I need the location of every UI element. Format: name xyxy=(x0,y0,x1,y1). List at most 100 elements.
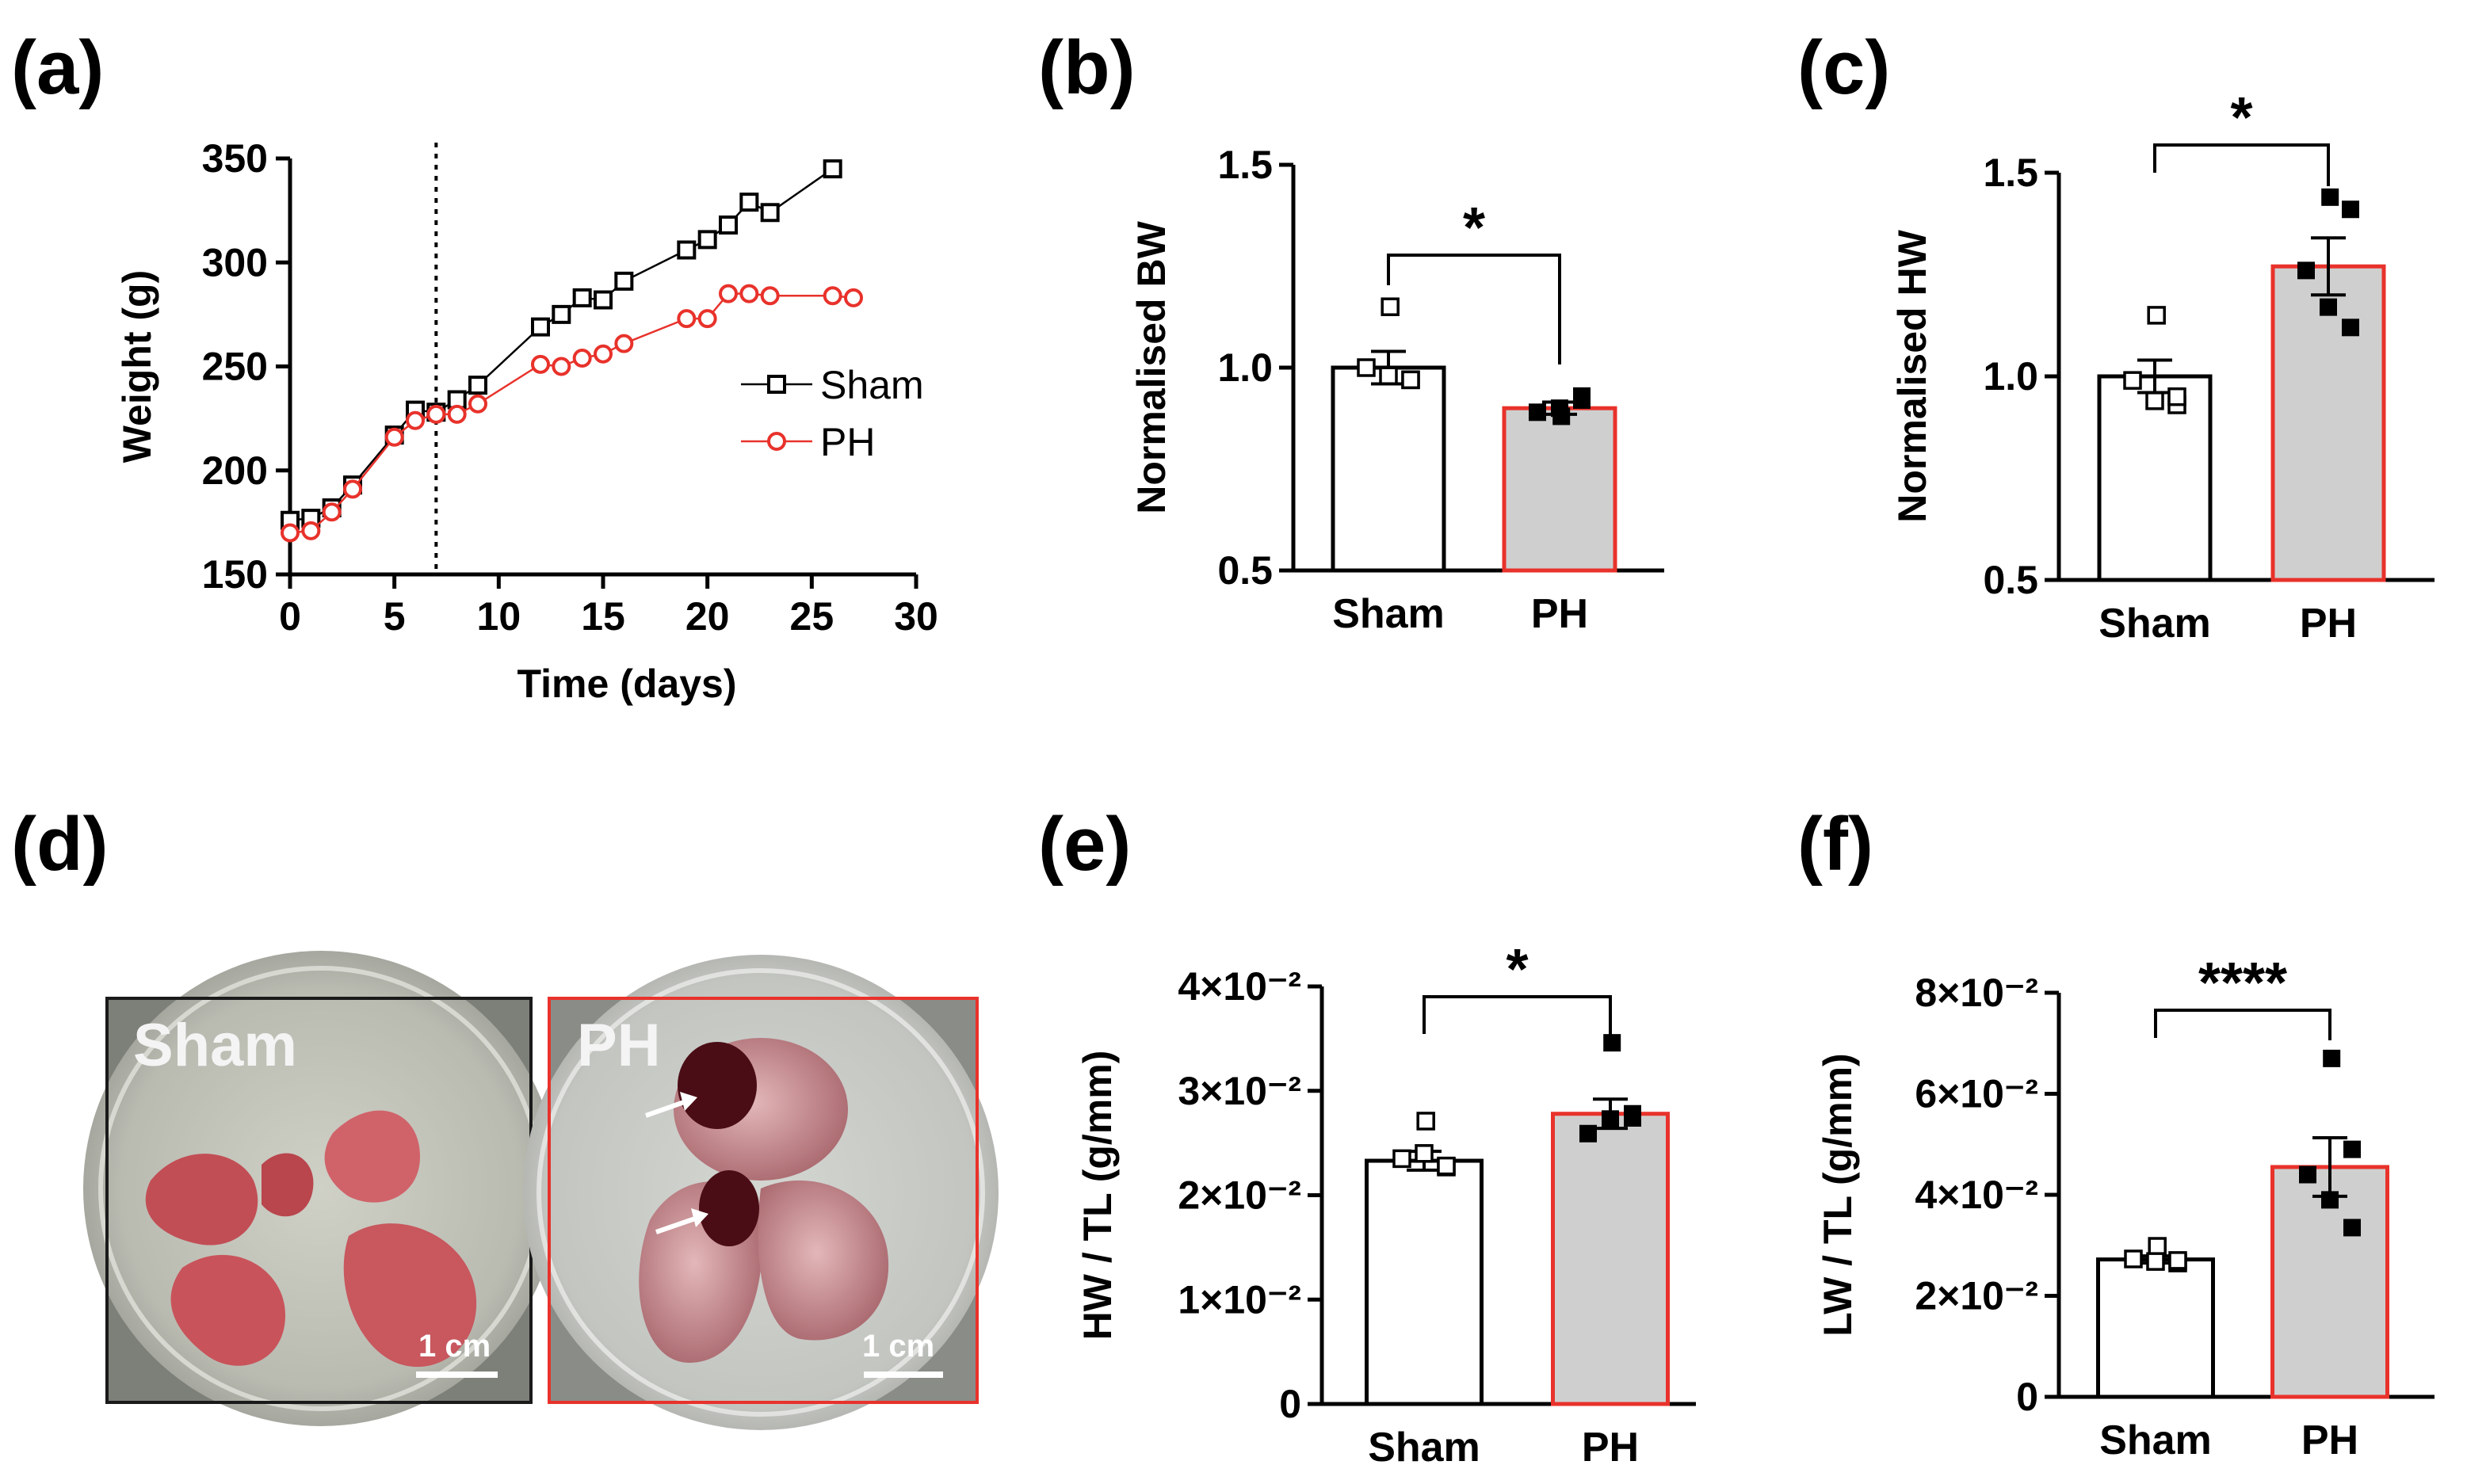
series-line-sham xyxy=(289,168,834,521)
data-point-ph xyxy=(2321,188,2339,206)
x-tick-label: 0 xyxy=(279,594,301,639)
lung-lobe xyxy=(324,1110,420,1203)
category-label-ph: PH xyxy=(1582,1425,1639,1471)
y-tick-label: 0.5 xyxy=(1217,548,1273,593)
chart-c-normalised-hw: 0.5 1.0 1.5 Normalised HW Sham PH * xyxy=(1890,86,2435,647)
heart xyxy=(699,1170,759,1246)
data-point-ph xyxy=(594,344,613,364)
data-point-sham xyxy=(572,288,592,307)
category-label-ph: PH xyxy=(1531,591,1588,637)
category-label-ph: PH xyxy=(2301,1417,2358,1463)
data-point-sham xyxy=(1415,1144,1434,1163)
data-point-ph xyxy=(1624,1109,1641,1127)
data-point-ph xyxy=(739,284,759,303)
category-label-sham: Sham xyxy=(1332,591,1445,637)
photo-ph-label: PH xyxy=(577,1012,661,1079)
photo-ph: PH 1 cm xyxy=(523,955,999,1430)
category-label-sham: Sham xyxy=(2099,1417,2212,1463)
lung-lobe xyxy=(170,1254,285,1366)
arrow-head xyxy=(691,1208,708,1227)
panel-label-a: (a) xyxy=(11,25,104,110)
significance-label: * xyxy=(1463,196,1485,260)
data-point-sham xyxy=(2145,391,2164,410)
petri-dish-rim xyxy=(537,968,985,1417)
panel-label-b: (b) xyxy=(1038,25,1136,110)
category-label-sham: Sham xyxy=(1368,1425,1480,1471)
data-point-ph xyxy=(2320,298,2337,316)
data-point-ph xyxy=(2323,1049,2341,1067)
arrow xyxy=(645,1099,687,1118)
significance-bracket xyxy=(2153,143,2330,186)
legend-marker-sham xyxy=(767,375,786,394)
data-point-ph xyxy=(2343,1219,2361,1237)
y-tick-label: 8×10⁻² xyxy=(1915,971,2038,1015)
data-point-ph xyxy=(697,309,717,329)
bar-ph xyxy=(1502,406,1617,573)
data-point-sham xyxy=(1437,1156,1456,1176)
data-point-sham xyxy=(594,290,613,310)
data-point-ph xyxy=(447,404,467,424)
x-tick-label: 25 xyxy=(790,594,834,639)
data-point-ph xyxy=(572,349,592,368)
data-point-sham xyxy=(2147,306,2166,325)
y-axis-label: HW / TL (g/mm) xyxy=(1075,1051,1120,1341)
chart-a-weight-over-time: 150 200 250 300 350 0 5 10 15 20 25 30 Time (days) We… xyxy=(115,136,938,706)
y-tick-label: 200 xyxy=(202,448,268,493)
data-point-ph xyxy=(2342,200,2359,219)
data-point-sham xyxy=(1401,370,1420,390)
data-point-sham xyxy=(1379,366,1398,385)
data-point-ph xyxy=(2297,261,2315,280)
data-point-sham xyxy=(1381,297,1400,316)
data-point-ph xyxy=(614,334,634,353)
photo-sham-label: Sham xyxy=(133,1012,297,1079)
data-point-sham xyxy=(719,216,738,235)
panel-label-f: (f) xyxy=(1797,802,1873,887)
photo-sham: Sham 1 cm xyxy=(83,951,559,1426)
y-tick-label: 1.0 xyxy=(1983,354,2038,399)
data-point-sham xyxy=(614,271,634,291)
bar-ph xyxy=(2270,264,2386,582)
data-point-ph xyxy=(823,286,842,306)
data-point-ph xyxy=(343,479,362,499)
y-tick-label: 1.5 xyxy=(1983,151,2038,195)
y-tick-label: 1.0 xyxy=(1217,345,1273,390)
arrow xyxy=(655,1215,698,1234)
legend-label-sham: Sham xyxy=(820,363,924,407)
significance-label: **** xyxy=(2198,952,2287,1015)
y-axis-label: Normalised HW xyxy=(1890,229,1934,522)
category-label-sham: Sham xyxy=(2098,601,2211,647)
panel-label-c: (c) xyxy=(1797,25,1890,110)
data-point-ph xyxy=(1551,399,1568,418)
data-point-ph xyxy=(677,309,697,329)
y-tick-label: 4×10⁻² xyxy=(1915,1173,2038,1217)
bar-sham xyxy=(2096,1257,2215,1399)
lung-lobe xyxy=(145,1154,258,1246)
y-tick-label: 250 xyxy=(202,345,268,389)
x-tick-label: 20 xyxy=(685,594,730,639)
data-point-ph xyxy=(301,521,321,540)
significance-label: * xyxy=(2230,86,2252,150)
legend-label-ph: PH xyxy=(820,420,875,464)
data-point-ph xyxy=(426,404,446,424)
legend-marker-ph xyxy=(767,432,786,451)
data-point-ph xyxy=(2321,1191,2339,1209)
data-point-sham xyxy=(2148,1237,2167,1256)
data-point-ph xyxy=(719,284,738,303)
data-point-ph xyxy=(531,354,550,374)
y-tick-label: 350 xyxy=(202,136,268,181)
photo-ph-scale-label: 1 cm xyxy=(862,1329,934,1364)
chart-f-lw-tl: 0 2×10⁻² 4×10⁻² 6×10⁻² 8×10⁻² LW / TL (g/mm) S… xyxy=(1816,952,2435,1463)
significance-bracket xyxy=(1423,995,1612,1050)
arrow-head xyxy=(680,1092,697,1111)
bar-ph xyxy=(1551,1112,1670,1406)
significance-bracket xyxy=(2154,1009,2331,1040)
lung-lobe xyxy=(262,1153,314,1217)
y-tick-label: 4×10⁻² xyxy=(1178,964,1301,1009)
data-point-sham xyxy=(823,159,842,179)
y-tick-label: 1×10⁻² xyxy=(1178,1277,1301,1322)
photo-sham-scale-label: 1 cm xyxy=(418,1329,491,1364)
data-point-sham xyxy=(2124,1249,2143,1268)
data-point-sham xyxy=(2123,371,2142,390)
bar-sham xyxy=(1365,1158,1484,1406)
